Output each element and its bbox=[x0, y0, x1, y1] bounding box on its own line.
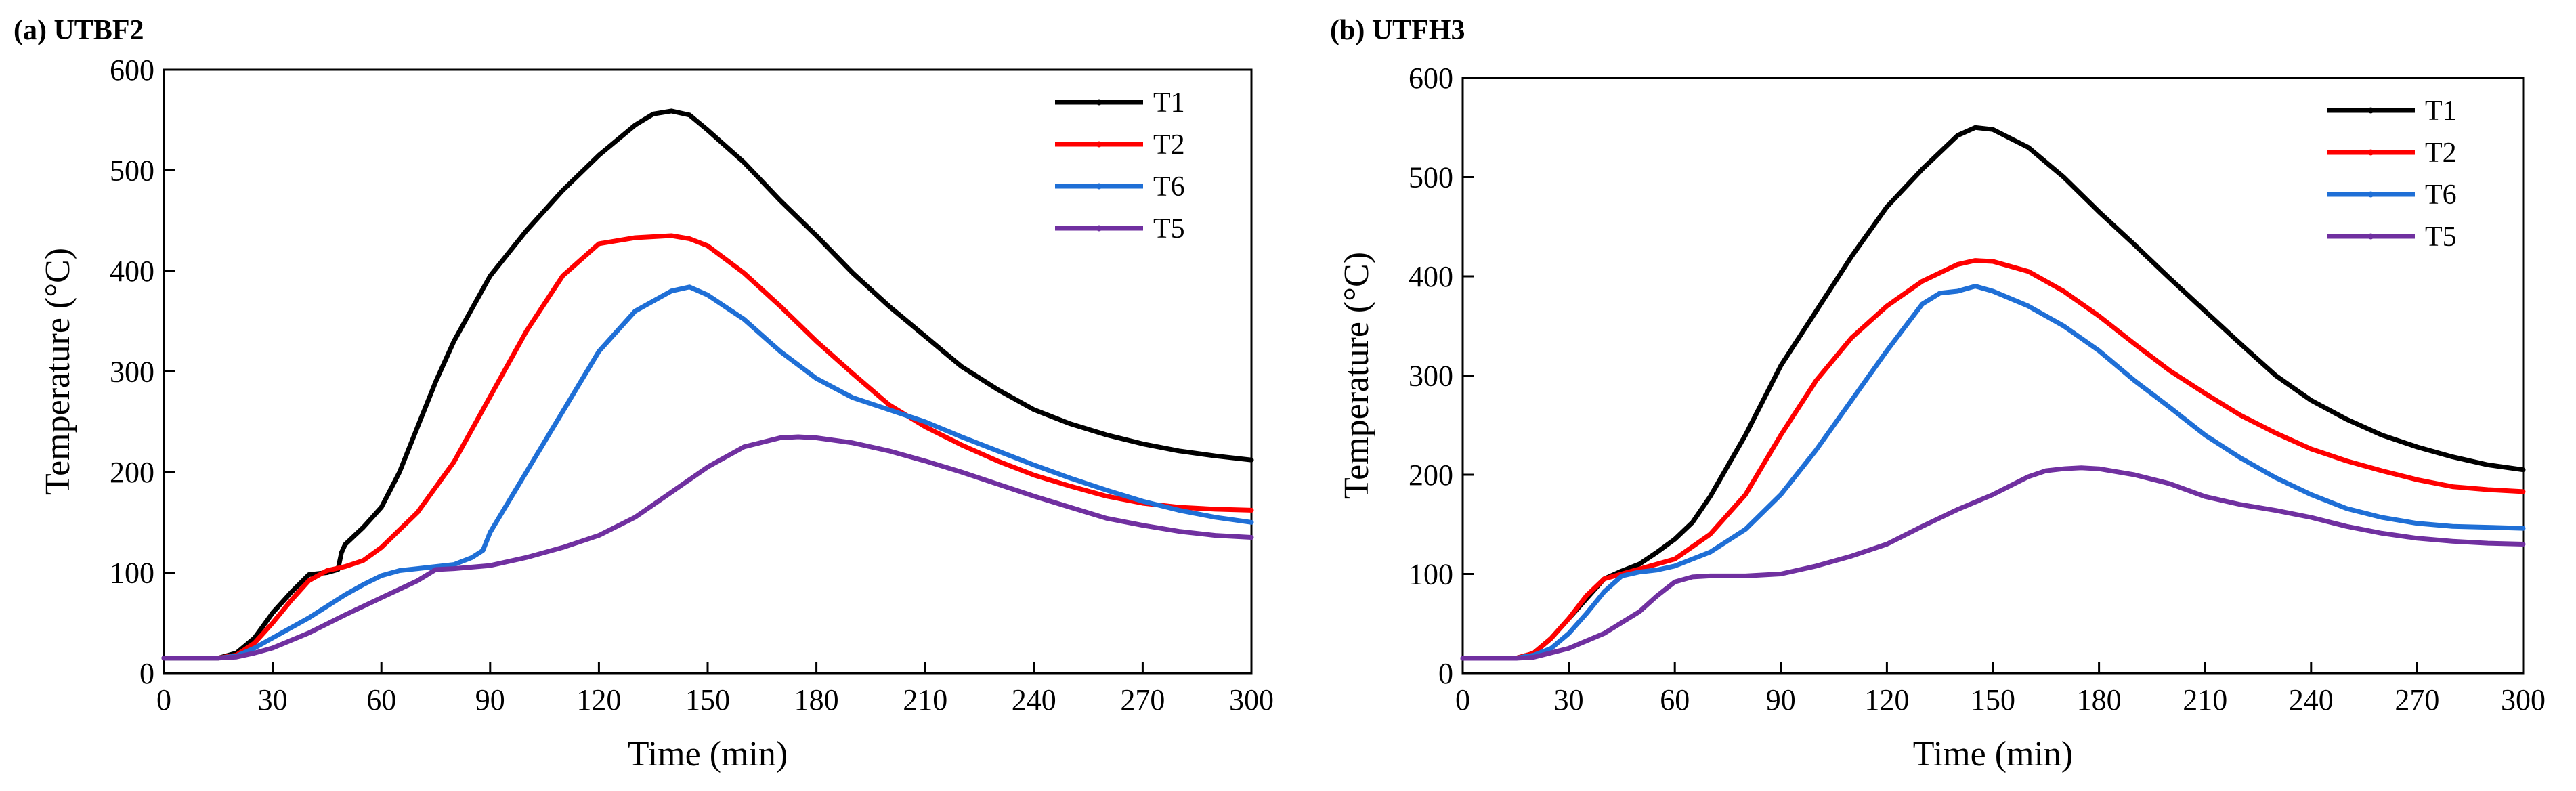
x-tick-label: 300 bbox=[1229, 683, 1274, 717]
y-tick-label: 0 bbox=[139, 657, 154, 690]
x-tick-label: 60 bbox=[366, 683, 396, 717]
legend-label-t2: T2 bbox=[2425, 137, 2457, 169]
x-tick-label: 180 bbox=[2077, 683, 2122, 717]
legend-marker-t6 bbox=[2367, 191, 2374, 198]
y-tick-label: 100 bbox=[1409, 558, 1453, 591]
legend-marker-t1 bbox=[2367, 107, 2374, 114]
x-tick-label: 150 bbox=[685, 683, 730, 717]
legend-label-t5: T5 bbox=[1153, 213, 1185, 244]
x-tick-label: 30 bbox=[1554, 683, 1584, 717]
chart-panel-2: (b) UTFH3 0 30 60 90 120 150 180 210 240 270 300 0 10… bbox=[1330, 15, 2546, 773]
y-tick-label: 500 bbox=[110, 154, 154, 188]
y-tick-label: 300 bbox=[110, 356, 154, 389]
y-tick-label: 300 bbox=[1409, 360, 1453, 393]
legend-label-t1: T1 bbox=[2425, 95, 2457, 127]
x-axis-label: Time (min) bbox=[1913, 735, 2073, 773]
series-line-t6 bbox=[161, 284, 1254, 661]
x-tick-label: 60 bbox=[1660, 683, 1690, 717]
x-tick-label: 30 bbox=[258, 683, 288, 717]
y-tick-label: 400 bbox=[110, 255, 154, 288]
legend-label-t6: T6 bbox=[1153, 171, 1185, 202]
x-tick-label: 90 bbox=[475, 683, 505, 717]
x-tick-label: 120 bbox=[1864, 683, 1909, 717]
chart-title: (a) UTBF2 bbox=[14, 15, 144, 46]
x-tick-label: 270 bbox=[2395, 683, 2439, 717]
x-tick-label: 210 bbox=[903, 683, 947, 717]
y-tick-label: 100 bbox=[110, 557, 154, 590]
y-tick-label: 600 bbox=[1409, 62, 1453, 95]
x-tick-label: 270 bbox=[1120, 683, 1165, 717]
x-tick-label: 90 bbox=[1766, 683, 1796, 717]
legend-marker-t2 bbox=[2367, 149, 2374, 156]
x-tick-label: 0 bbox=[1455, 683, 1470, 717]
x-tick-label: 0 bbox=[156, 683, 171, 717]
series-line-t5 bbox=[1460, 465, 2526, 661]
x-tick-label: 210 bbox=[2183, 683, 2227, 717]
series-line-t5 bbox=[161, 434, 1254, 661]
x-axis-label: Time (min) bbox=[628, 735, 788, 773]
x-tick-label: 240 bbox=[2289, 683, 2334, 717]
legend-label-t2: T2 bbox=[1153, 129, 1185, 161]
x-tick-label: 120 bbox=[576, 683, 621, 717]
y-tick-label: 500 bbox=[1409, 161, 1453, 194]
y-tick-label: 200 bbox=[1409, 458, 1453, 492]
x-tick-label: 240 bbox=[1012, 683, 1056, 717]
legend-marker-t2 bbox=[1096, 141, 1102, 148]
series-line-t2 bbox=[1460, 258, 2526, 661]
legend-marker-t6 bbox=[1096, 183, 1102, 190]
legend-label-t6: T6 bbox=[2425, 179, 2457, 211]
series-line-t6 bbox=[1460, 284, 2526, 661]
y-axis-label: Temperature (°C) bbox=[1337, 252, 1376, 499]
plot-frame bbox=[1461, 77, 2525, 675]
y-tick-label: 200 bbox=[110, 456, 154, 489]
legend-label-t5: T5 bbox=[2425, 221, 2457, 253]
legend-marker-t5 bbox=[2367, 233, 2374, 240]
plot-frame bbox=[163, 68, 1253, 675]
chart-title: (b) UTFH3 bbox=[1330, 15, 1465, 46]
series-line-t2 bbox=[161, 233, 1254, 661]
x-tick-label: 150 bbox=[1971, 683, 2015, 717]
chart-panel-1: (a) UTBF2 0 30 60 90 120 150 180 210 240 270 300 0 10… bbox=[14, 15, 1274, 773]
y-tick-label: 0 bbox=[1438, 657, 1453, 690]
y-tick-label: 400 bbox=[1409, 260, 1453, 293]
legend-marker-t1 bbox=[1096, 99, 1102, 106]
x-tick-label: 300 bbox=[2501, 683, 2546, 717]
series-line-t1 bbox=[161, 108, 1254, 661]
legend-marker-t5 bbox=[1096, 225, 1102, 232]
y-axis-label: Temperature (°C) bbox=[39, 248, 77, 495]
y-tick-label: 600 bbox=[110, 54, 154, 87]
legend-label-t1: T1 bbox=[1153, 87, 1185, 119]
x-tick-label: 180 bbox=[794, 683, 839, 717]
